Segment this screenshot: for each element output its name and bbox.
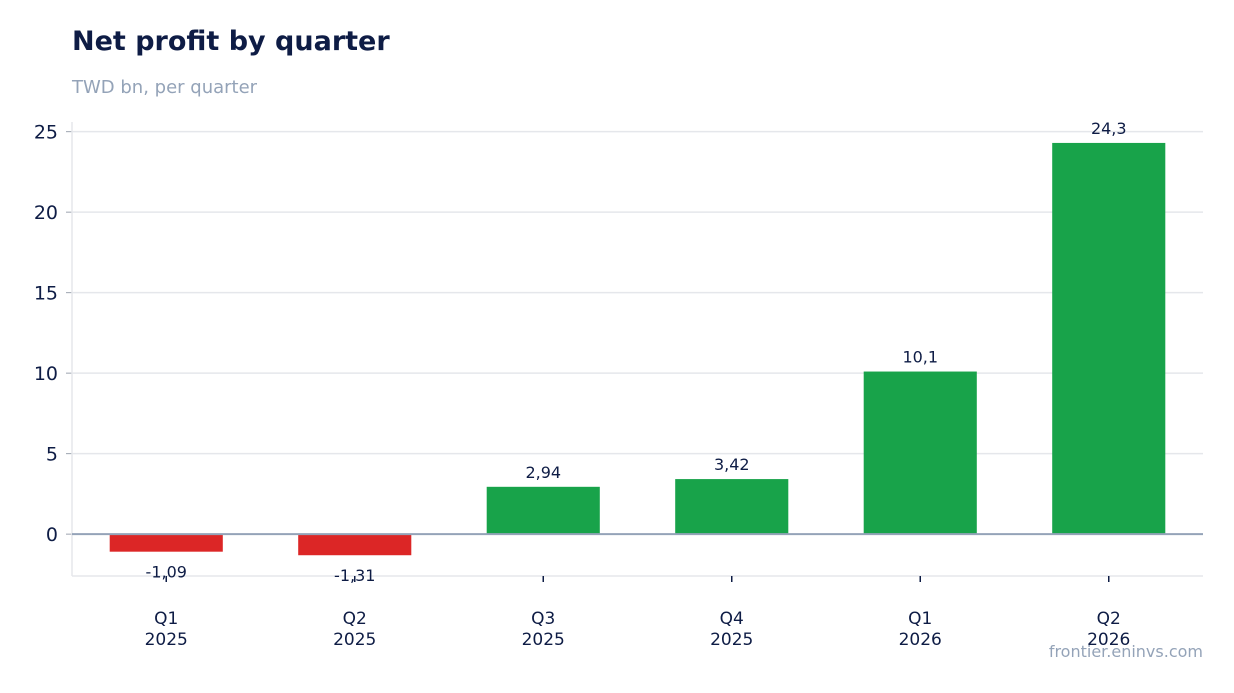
x-tick-label-year: 2025 <box>710 630 753 650</box>
x-tick-label-quarter: Q1 <box>908 609 932 629</box>
x-tick-label-quarter: Q2 <box>343 609 367 629</box>
x-tick-label-year: 2026 <box>899 630 942 650</box>
x-tick-label-quarter: Q3 <box>531 609 555 629</box>
bar <box>109 534 223 552</box>
y-tick-label: 10 <box>34 363 58 385</box>
y-tick-label: 25 <box>34 122 58 144</box>
y-tick-label: 0 <box>46 524 58 546</box>
source-link[interactable]: frontier.eninvs.com <box>1048 642 1203 661</box>
y-tick-label: 15 <box>34 283 58 305</box>
x-tick-label-quarter: Q4 <box>720 609 744 629</box>
x-tick-label-quarter: Q2 <box>1097 609 1121 629</box>
x-tick-label-year: 2025 <box>145 630 188 650</box>
bar-value-label: -1,09 <box>146 563 187 582</box>
bar-value-label: 10,1 <box>902 348 938 367</box>
bar-value-label: 2,94 <box>525 463 561 482</box>
bar <box>675 479 789 535</box>
x-tick-label-year: 2026 <box>1087 630 1130 650</box>
x-tick-label-quarter: Q1 <box>154 609 178 629</box>
x-tick-label-year: 2025 <box>522 630 565 650</box>
bar <box>486 486 600 535</box>
bar <box>863 371 977 535</box>
bar <box>298 534 412 556</box>
bar <box>1052 142 1166 535</box>
bar-value-label: -1,31 <box>334 566 375 585</box>
bar-value-label: 24,3 <box>1091 119 1127 138</box>
chart-title: Net profit by quarter <box>72 26 390 57</box>
x-tick-label-year: 2025 <box>333 630 376 650</box>
bar-value-label: 3,42 <box>714 455 750 474</box>
y-tick-label: 5 <box>46 444 58 466</box>
y-tick-label: 20 <box>34 202 58 224</box>
chart-subtitle: TWD bn, per quarter <box>72 77 258 98</box>
